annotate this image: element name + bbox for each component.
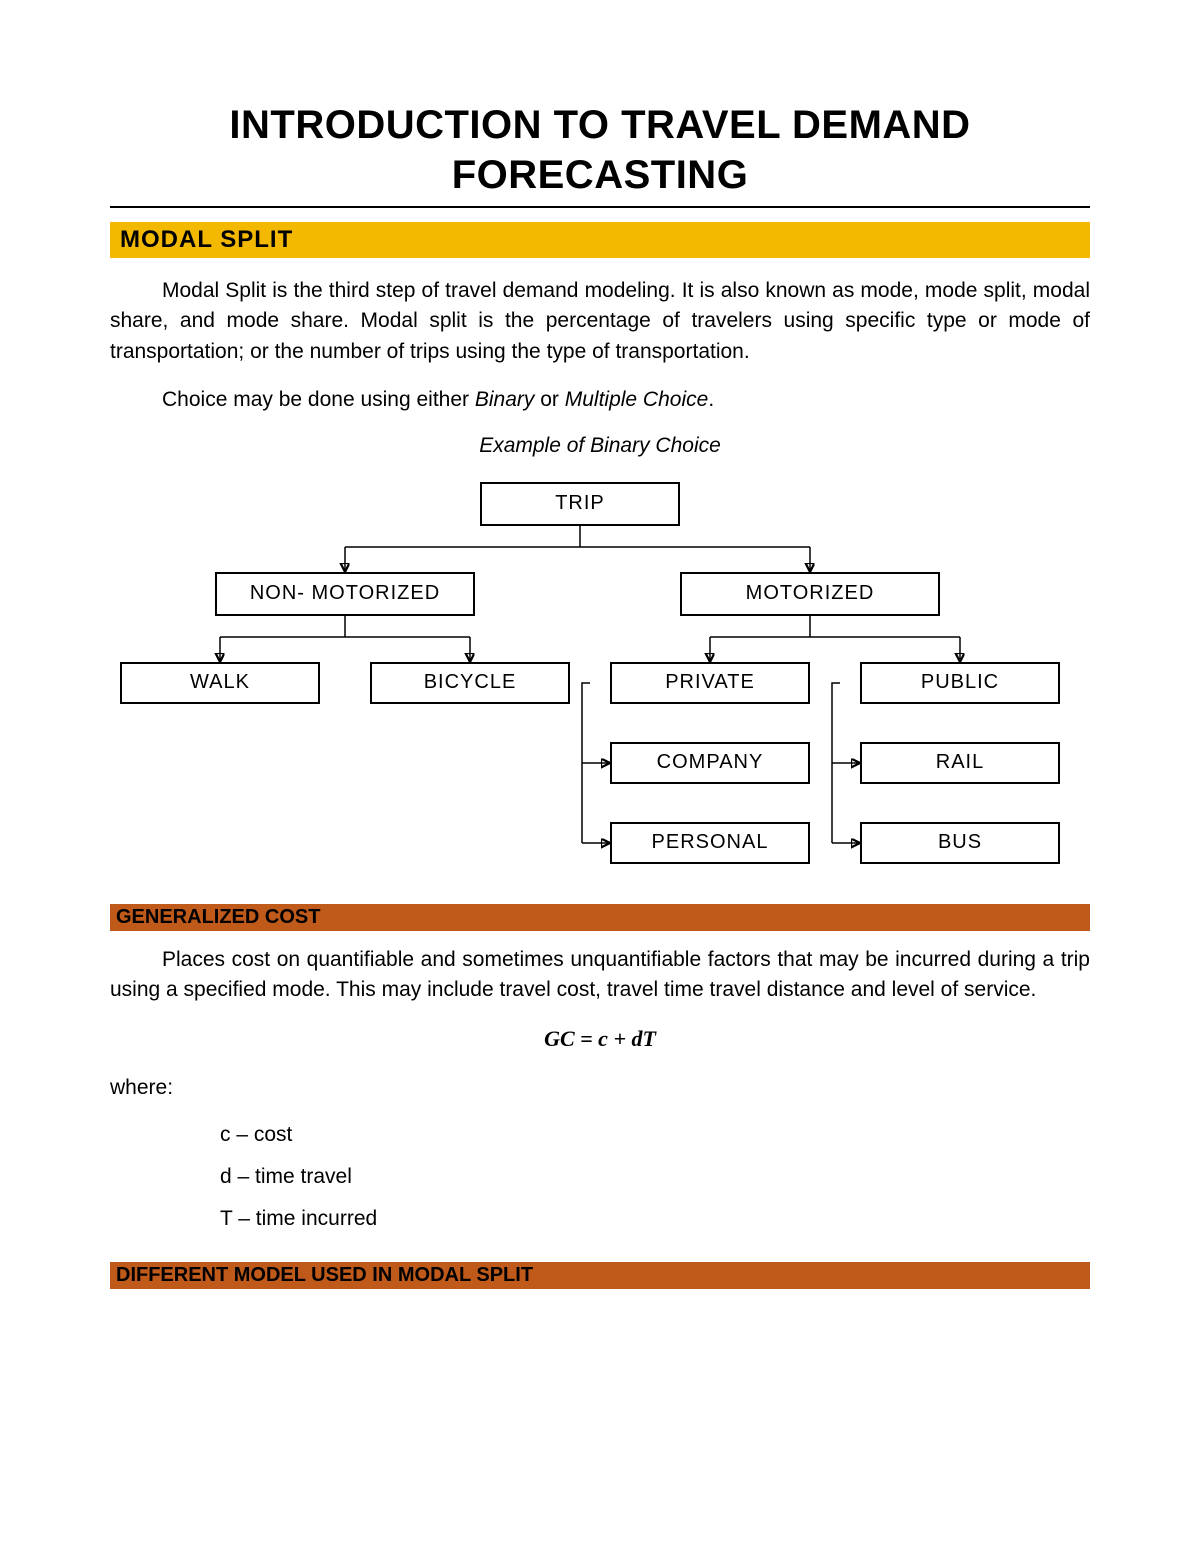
section-heading-generalized-cost: GENERALIZED COST [110,904,1090,931]
node-personal: PERSONAL [610,822,810,864]
def-d: d – time travel [220,1156,1090,1198]
node-rail: RAIL [860,742,1060,784]
node-bus: BUS [860,822,1060,864]
p2-part-b: or [534,388,564,411]
formula-definitions: c – cost d – time travel T – time incurr… [220,1114,1090,1240]
page: INTRODUCTION TO TRAVEL DEMAND FORECASTIN… [0,0,1200,1363]
generalized-cost-paragraph: Places cost on quantifiable and sometime… [110,945,1090,1006]
node-walk: WALK [120,662,320,704]
example-caption: Example of Binary Choice [110,434,1090,458]
section-heading-modal-split: MODAL SPLIT [110,222,1090,258]
node-public: PUBLIC [860,662,1060,704]
node-trip: TRIP [480,482,680,526]
p2-part-c: . [708,388,714,411]
p2-part-a: Choice may be done using either [162,388,475,411]
title-rule [110,206,1090,208]
where-label: where: [110,1076,1090,1100]
node-company: COMPANY [610,742,810,784]
section-heading-different-model: DIFFERENT MODEL USED IN MODAL SPLIT [110,1262,1090,1289]
modal-split-paragraph-1: Modal Split is the third step of travel … [110,276,1090,367]
node-motorized: MOTORIZED [680,572,940,616]
def-c: c – cost [220,1114,1090,1156]
node-bicycle: BICYCLE [370,662,570,704]
p2-multiple-choice: Multiple Choice [565,388,709,411]
p2-binary: Binary [475,388,535,411]
generalized-cost-formula: GC = c + dT [110,1026,1090,1052]
node-non-motorized: NON- MOTORIZED [215,572,475,616]
binary-choice-flowchart: TRIP NON- MOTORIZED MOTORIZED WALK BICYC… [120,482,1080,882]
node-private: PRIVATE [610,662,810,704]
modal-split-paragraph-2: Choice may be done using either Binary o… [110,385,1090,415]
page-title: INTRODUCTION TO TRAVEL DEMAND FORECASTIN… [110,100,1090,200]
def-t: T – time incurred [220,1198,1090,1240]
